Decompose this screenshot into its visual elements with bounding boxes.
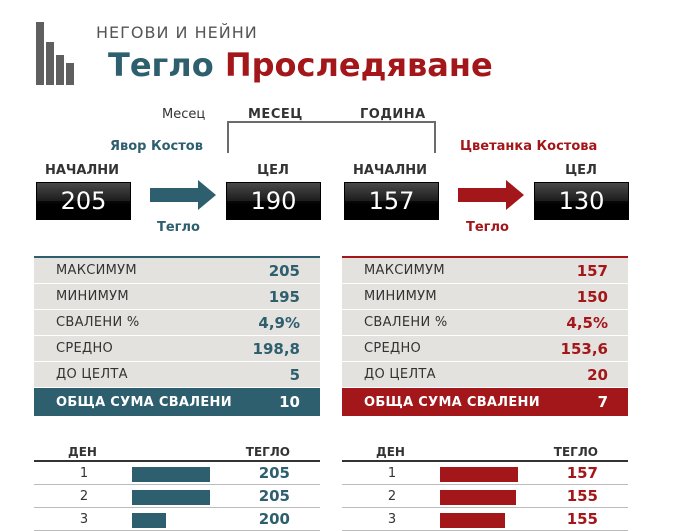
title-part-tracking: Проследяване <box>224 46 493 84</box>
her-arrow-icon <box>458 180 524 210</box>
col-day: ДЕН <box>68 445 97 459</box>
period-label: Месец <box>162 107 206 122</box>
stat-label: СВАЛЕНИ % <box>364 315 448 330</box>
stat-label: ДО ЦЕЛТА <box>364 367 436 382</box>
page-subtitle: НЕГОВИ И НЕЙНИ <box>96 23 258 42</box>
stat-value: 5 <box>289 365 300 384</box>
row-weight: 205 <box>258 464 290 482</box>
his-start-value[interactable]: 205 <box>36 182 131 220</box>
row-bar <box>440 490 516 505</box>
row-day: 2 <box>79 489 89 504</box>
stat-label: СВАЛЕНИ % <box>56 315 140 330</box>
her-stat-avg: СРЕДНО 153,6 <box>342 336 628 362</box>
stat-value: 157 <box>576 261 608 280</box>
stat-label: ДО ЦЕЛТА <box>56 367 128 382</box>
row-weight: 155 <box>566 510 598 528</box>
row-weight: 200 <box>258 510 290 528</box>
her-stat-to-goal: ДО ЦЕЛТА 20 <box>342 362 628 388</box>
page-title: Тегло Проследяване <box>108 46 493 84</box>
his-stat-lost-pct: СВАЛЕНИ % 4,9% <box>34 310 320 336</box>
row-bar <box>440 467 518 482</box>
month-field[interactable]: МЕСЕЦ <box>248 107 303 122</box>
col-weight: ТЕГЛО <box>553 445 598 459</box>
col-day: ДЕН <box>376 445 405 459</box>
stat-value: 20 <box>587 365 608 384</box>
stat-value: 150 <box>576 287 608 306</box>
her-start-value[interactable]: 157 <box>344 182 439 220</box>
her-goal-value[interactable]: 130 <box>534 182 629 220</box>
row-day: 1 <box>387 466 397 481</box>
title-part-weight: Тегло <box>108 46 214 84</box>
row-bar <box>132 513 166 528</box>
row-bar <box>132 490 210 505</box>
year-field[interactable]: ГОДИНА <box>360 107 426 122</box>
stat-label: СРЕДНО <box>364 341 422 356</box>
total-value: 10 <box>279 393 300 411</box>
his-arrow-icon <box>150 180 216 210</box>
her-stat-lost-pct: СВАЛЕНИ % 4,5% <box>342 310 628 336</box>
col-weight: ТЕГЛО <box>245 445 290 459</box>
his-start-label: НАЧАЛНИ <box>44 163 120 178</box>
his-stat-min: МИНИМУМ 195 <box>34 284 320 310</box>
his-arrow-label: Тегло <box>157 220 200 235</box>
row-day: 1 <box>79 466 89 481</box>
stat-value: 195 <box>268 287 300 306</box>
total-label: ОБЩА СУМА СВАЛЕНИ <box>56 394 232 410</box>
his-name: Явор Костов <box>110 139 203 154</box>
row-day: 2 <box>387 489 397 504</box>
table-header: ДЕН ТЕГЛО <box>34 442 320 462</box>
table-row[interactable]: 1 205 <box>34 462 320 485</box>
his-stat-max: МАКСИМУМ 205 <box>34 258 320 284</box>
her-weight-table: ДЕН ТЕГЛО 1 157 2 155 3 155 <box>342 442 628 531</box>
stat-value: 153,6 <box>560 339 608 358</box>
row-bar <box>132 467 210 482</box>
her-start-label: НАЧАЛНИ <box>352 163 428 178</box>
stat-value: 198,8 <box>252 339 300 358</box>
his-stats-panel: МАКСИМУМ 205 МИНИМУМ 195 СВАЛЕНИ % 4,9% … <box>34 256 320 416</box>
row-weight: 205 <box>258 487 290 505</box>
stat-label: СРЕДНО <box>56 341 114 356</box>
logo-icon <box>36 22 74 85</box>
stat-value: 4,9% <box>258 313 300 332</box>
her-name: Цветанка Костова <box>460 139 598 154</box>
row-weight: 157 <box>566 464 598 482</box>
table-row[interactable]: 2 205 <box>34 485 320 508</box>
her-arrow-label: Тегло <box>466 220 509 235</box>
her-total-row: ОБЩА СУМА СВАЛЕНИ 7 <box>342 388 628 416</box>
stat-value: 4,5% <box>566 313 608 332</box>
his-goal-value[interactable]: 190 <box>226 182 321 220</box>
period-bracket <box>227 121 436 153</box>
stat-label: МИНИМУМ <box>364 289 437 304</box>
row-bar <box>440 513 505 528</box>
stat-label: МАКСИМУМ <box>364 263 445 278</box>
stat-label: МАКСИМУМ <box>56 263 137 278</box>
his-stat-to-goal: ДО ЦЕЛТА 5 <box>34 362 320 388</box>
his-weight-table: ДЕН ТЕГЛО 1 205 2 205 3 200 <box>34 442 320 531</box>
table-header: ДЕН ТЕГЛО <box>342 442 628 462</box>
his-total-row: ОБЩА СУМА СВАЛЕНИ 10 <box>34 388 320 416</box>
total-label: ОБЩА СУМА СВАЛЕНИ <box>364 394 540 410</box>
his-goal-label: ЦЕЛ <box>257 163 289 178</box>
table-row[interactable]: 2 155 <box>342 485 628 508</box>
his-stat-avg: СРЕДНО 198,8 <box>34 336 320 362</box>
row-weight: 155 <box>566 487 598 505</box>
her-goal-label: ЦЕЛ <box>565 163 597 178</box>
her-stat-min: МИНИМУМ 150 <box>342 284 628 310</box>
stat-value: 205 <box>268 261 300 280</box>
her-stat-max: МАКСИМУМ 157 <box>342 258 628 284</box>
table-row[interactable]: 1 157 <box>342 462 628 485</box>
stat-label: МИНИМУМ <box>56 289 129 304</box>
total-value: 7 <box>597 393 608 411</box>
her-stats-panel: МАКСИМУМ 157 МИНИМУМ 150 СВАЛЕНИ % 4,5% … <box>342 256 628 416</box>
